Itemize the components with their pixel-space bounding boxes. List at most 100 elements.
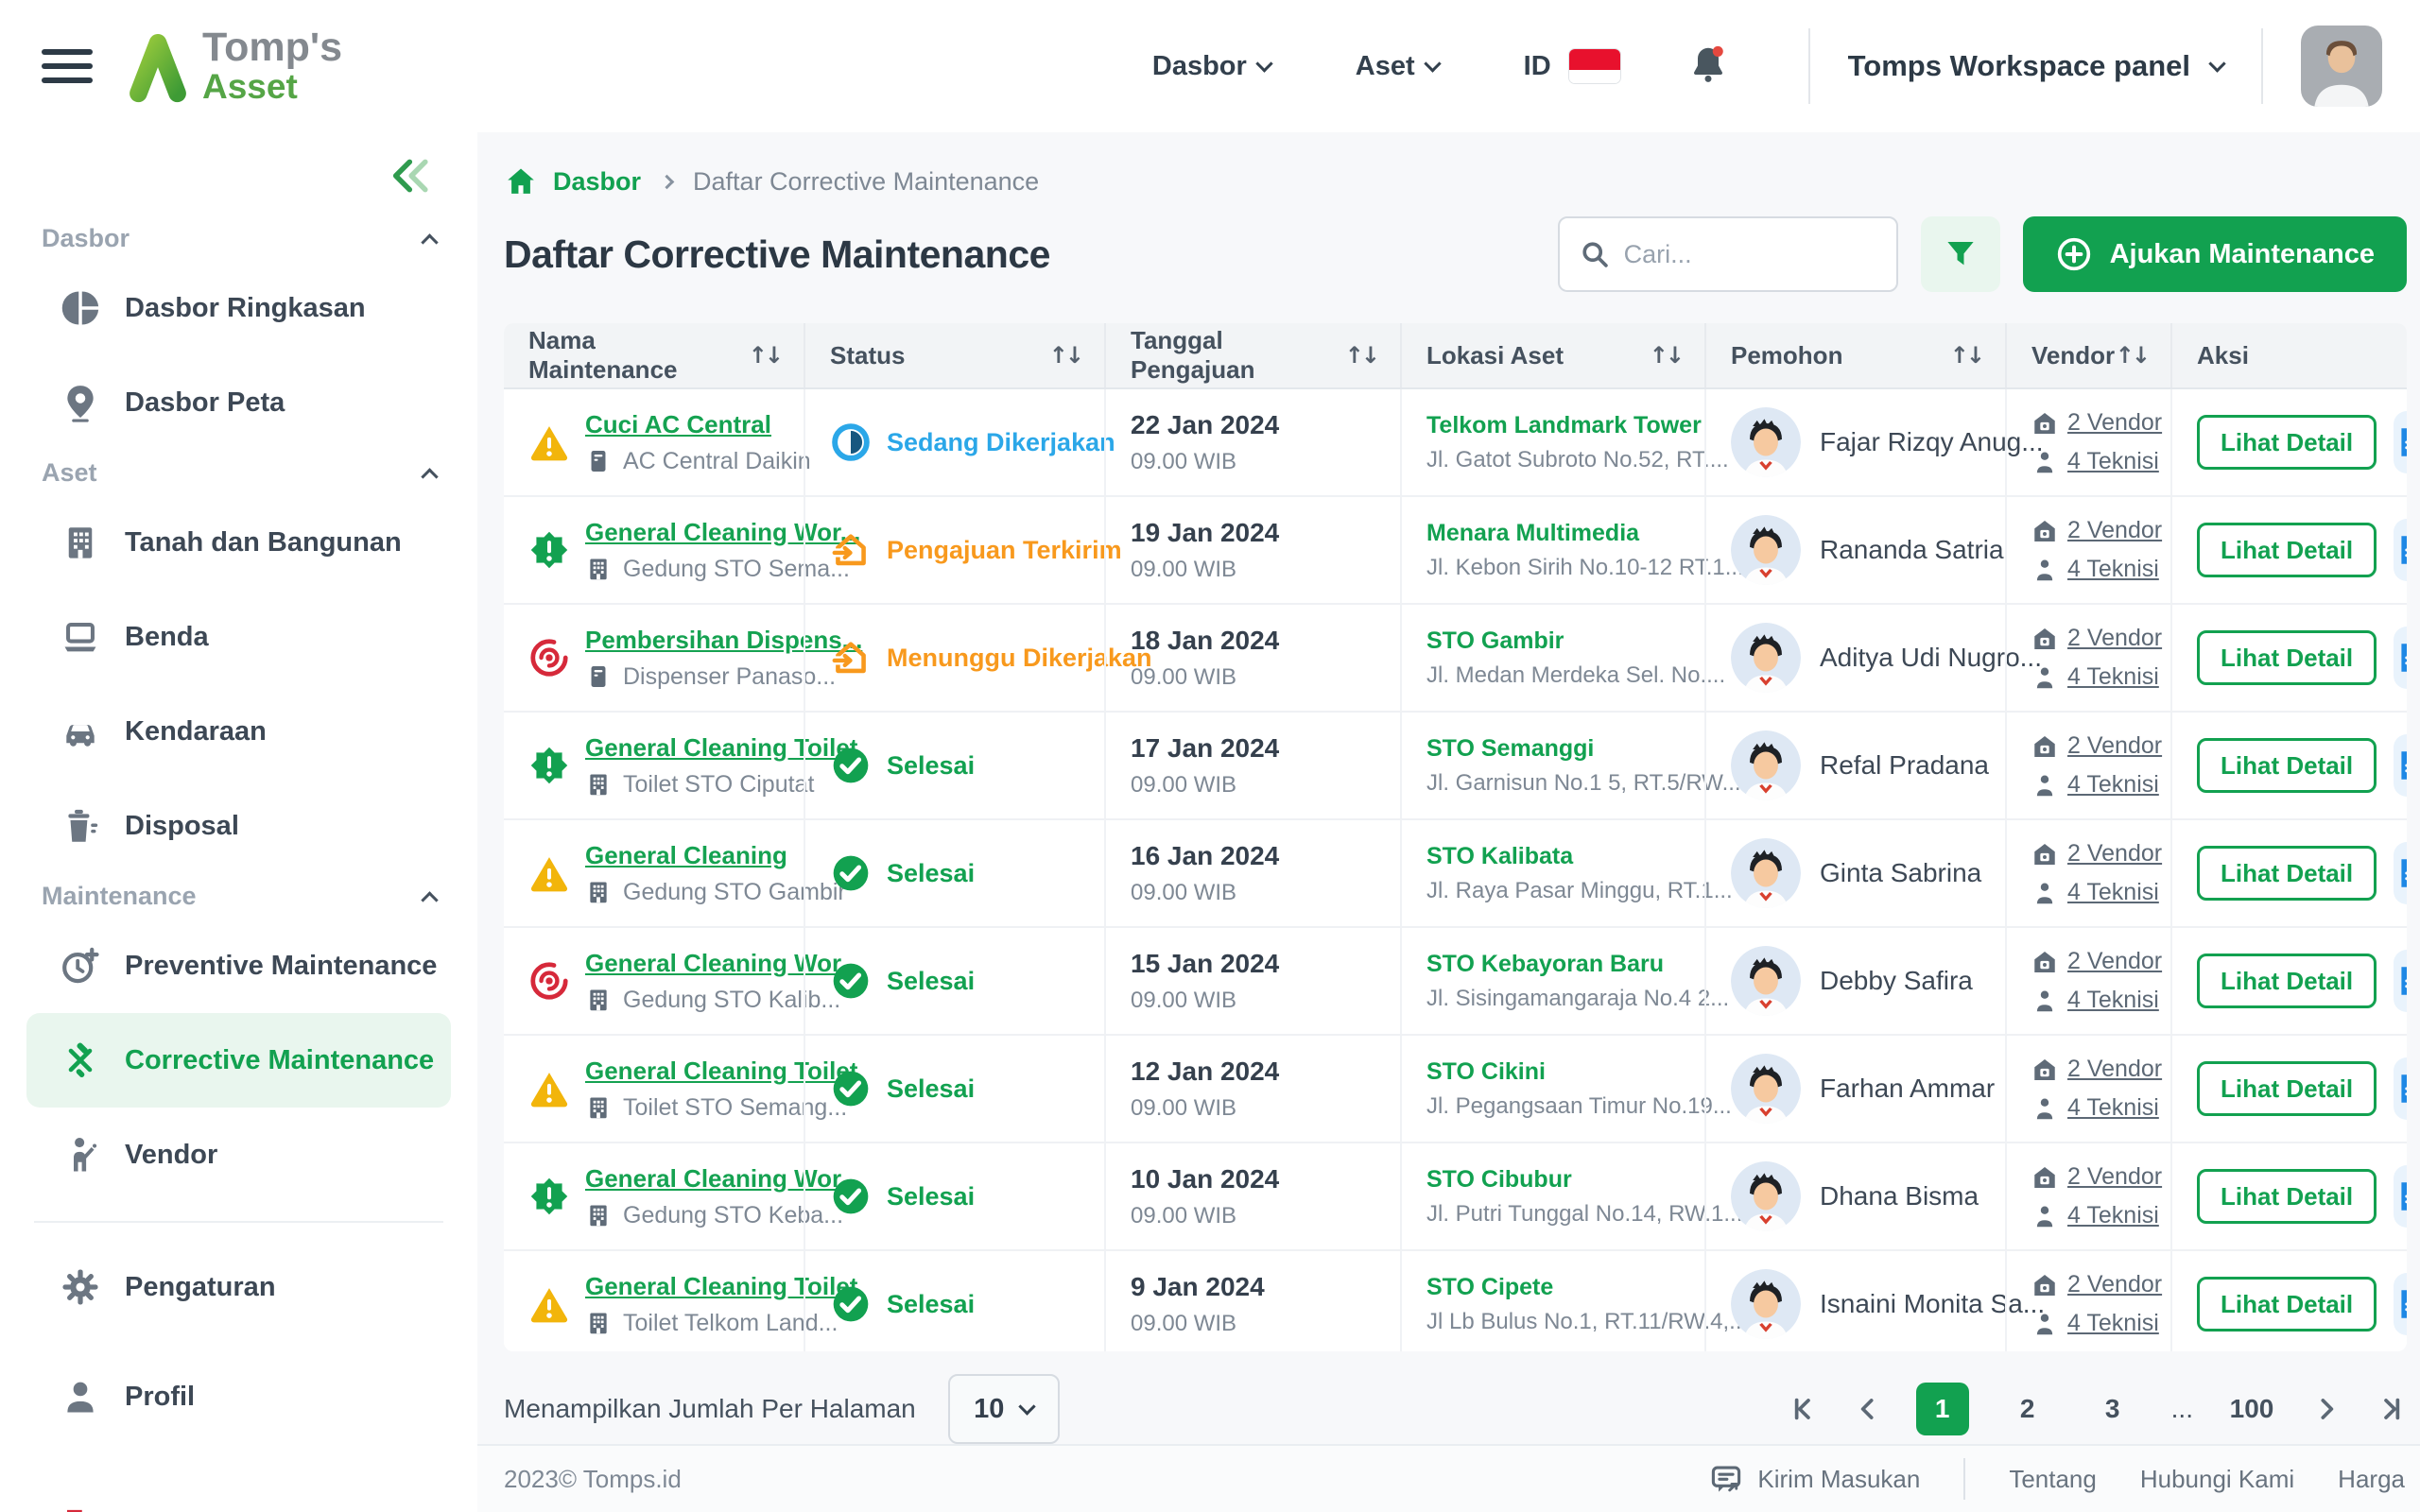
sidebar-item-vendor[interactable]: Vendor (0, 1108, 477, 1202)
hubungi-kami-link[interactable]: Hubungi Kami (2139, 1464, 2295, 1493)
sidebar-item-dasbor-ringkasan[interactable]: Dasbor Ringkasan (0, 261, 477, 355)
technician-count-link[interactable]: 4 Teknisi (2067, 556, 2159, 582)
maintenance-name-link[interactable]: Pembersihan Dispens... (585, 625, 863, 654)
chevron-up-icon[interactable] (421, 467, 439, 486)
sidebar-item-pengaturan[interactable]: Pengaturan (0, 1240, 477, 1334)
maintenance-name-link[interactable]: General Cleaning Wor... (585, 1163, 861, 1193)
lihat-detail-button[interactable]: Lihat Detail (2197, 523, 2377, 577)
sidebar-item-keluar[interactable]: Keluar (0, 1478, 477, 1512)
lihat-detail-button[interactable]: Lihat Detail (2197, 738, 2377, 793)
column-header-vendor[interactable]: Vendor ↑↓ (2005, 323, 2170, 387)
vendor-count-link[interactable]: 2 Vendor (2067, 1163, 2163, 1190)
sidebar-item-benda[interactable]: Benda (0, 590, 477, 684)
column-header-pemohon[interactable]: Pemohon ↑↓ (1704, 323, 2005, 387)
sort-icon[interactable]: ↑↓ (1344, 342, 1380, 369)
maintenance-name-link[interactable]: Cuci AC Central (585, 409, 771, 438)
document-button[interactable] (2394, 627, 2407, 689)
sidebar-item-corrective-maintenance[interactable]: Corrective Maintenance (26, 1013, 451, 1108)
document-button[interactable] (2394, 950, 2407, 1012)
page-button-1[interactable]: 1 (1915, 1383, 1969, 1436)
sort-icon[interactable]: ↑↓ (1649, 342, 1685, 369)
page-button-100[interactable]: 100 (2229, 1394, 2274, 1424)
chevron-up-icon[interactable] (421, 890, 439, 909)
technician-count-link[interactable]: 4 Teknisi (2067, 1202, 2159, 1228)
document-button[interactable] (2394, 519, 2407, 581)
sidebar-item-profil[interactable]: Profil (0, 1349, 477, 1444)
brand-logo[interactable]: Tomp's Asset (127, 26, 342, 106)
technician-count-link[interactable]: 4 Teknisi (2067, 1310, 2159, 1336)
notifications-button[interactable] (1687, 43, 1729, 90)
breadcrumb-home-link[interactable]: Dasbor (553, 166, 642, 196)
kirim-masukan-link[interactable]: Kirim Masukan (1710, 1463, 1920, 1495)
user-avatar[interactable] (2301, 26, 2382, 107)
vendor-count-link[interactable]: 2 Vendor (2067, 1056, 2163, 1082)
page-button-2[interactable]: 2 (2019, 1394, 2035, 1424)
sort-icon[interactable]: ↑↓ (748, 342, 784, 369)
harga-link[interactable]: Harga (2338, 1464, 2405, 1493)
maintenance-name-link[interactable]: General Cleaning Toilet (585, 1271, 858, 1300)
sidebar-item-preventive-maintenance[interactable]: Preventive Maintenance (0, 919, 477, 1013)
language-switcher[interactable]: ID (1524, 48, 1621, 84)
trash-icon (60, 806, 100, 846)
previous-page-button[interactable] (1852, 1393, 1884, 1425)
lihat-detail-button[interactable]: Lihat Detail (2197, 630, 2377, 685)
technician-count-link[interactable]: 4 Teknisi (2067, 1094, 2159, 1121)
vendor-count-link[interactable]: 2 Vendor (2067, 625, 2163, 651)
document-button[interactable] (2394, 734, 2407, 797)
tentang-link[interactable]: Tentang (2009, 1464, 2097, 1493)
lihat-detail-button[interactable]: Lihat Detail (2197, 846, 2377, 901)
sort-icon[interactable]: ↑↓ (2115, 342, 2151, 369)
lihat-detail-button[interactable]: Lihat Detail (2197, 1169, 2377, 1224)
vendor-count-link[interactable]: 2 Vendor (2067, 732, 2163, 759)
filter-button[interactable] (1920, 216, 2000, 292)
technician-count-link[interactable]: 4 Teknisi (2067, 448, 2159, 474)
vendor-count-link[interactable]: 2 Vendor (2067, 409, 2163, 436)
technician-count-link[interactable]: 4 Teknisi (2067, 771, 2159, 798)
lihat-detail-button[interactable]: Lihat Detail (2197, 1061, 2377, 1116)
lihat-detail-button[interactable]: Lihat Detail (2197, 415, 2377, 470)
vendor-count-link[interactable]: 2 Vendor (2067, 840, 2163, 867)
maintenance-name-link[interactable]: General Cleaning Toilet (585, 1056, 858, 1085)
document-button[interactable] (2394, 411, 2407, 473)
ajukan-maintenance-button[interactable]: Ajukan Maintenance (2022, 216, 2407, 292)
technician-count-link[interactable]: 4 Teknisi (2067, 663, 2159, 690)
column-header-tanggal-pengajuan[interactable]: Tanggal Pengajuan ↑↓ (1104, 323, 1400, 387)
nav-aset[interactable]: Aset (1356, 51, 1442, 82)
maintenance-name-link[interactable]: General Cleaning Wor... (585, 517, 861, 546)
next-page-button[interactable] (2310, 1393, 2342, 1425)
vendor-count-link[interactable]: 2 Vendor (2067, 1271, 2163, 1297)
sidebar-item-tanah-dan-bangunan[interactable]: Tanah dan Bangunan (0, 495, 477, 590)
location-name: STO Gambir (1426, 627, 1564, 654)
per-page-select[interactable]: 10 (947, 1374, 1060, 1445)
search-input[interactable] (1623, 239, 1877, 269)
sidebar-collapse-button[interactable] (387, 155, 440, 197)
maintenance-name-link[interactable]: General Cleaning Toilet (585, 732, 858, 762)
sidebar-item-disposal[interactable]: Disposal (0, 779, 477, 873)
workspace-selector[interactable]: Tomps Workspace panel (1848, 49, 2226, 83)
sidebar-item-kendaraan[interactable]: Kendaraan (0, 684, 477, 779)
vendor-count-link[interactable]: 2 Vendor (2067, 517, 2163, 543)
page-button-3[interactable]: 3 (2104, 1394, 2120, 1424)
technician-count-link[interactable]: 4 Teknisi (2067, 879, 2159, 905)
chevron-up-icon[interactable] (421, 232, 439, 251)
document-button[interactable] (2394, 1165, 2407, 1228)
vendor-count-link[interactable]: 2 Vendor (2067, 948, 2163, 974)
hamburger-menu-icon[interactable] (42, 49, 93, 83)
lihat-detail-button[interactable]: Lihat Detail (2197, 1277, 2377, 1332)
technician-count-link[interactable]: 4 Teknisi (2067, 987, 2159, 1013)
sort-icon[interactable]: ↑↓ (1949, 342, 1985, 369)
document-button[interactable] (2394, 842, 2407, 904)
maintenance-name-link[interactable]: General Cleaning Wor... (585, 948, 861, 977)
column-header-status[interactable]: Status ↑↓ (804, 323, 1104, 387)
document-button[interactable] (2394, 1273, 2407, 1335)
nav-dasbor[interactable]: Dasbor (1152, 51, 1273, 82)
sort-icon[interactable]: ↑↓ (1048, 342, 1084, 369)
document-button[interactable] (2394, 1057, 2407, 1120)
last-page-button[interactable] (2375, 1393, 2407, 1425)
first-page-button[interactable] (1788, 1393, 1820, 1425)
sidebar-item-dasbor-peta[interactable]: Dasbor Peta (0, 355, 477, 450)
maintenance-name-link[interactable]: General Cleaning (585, 840, 787, 869)
column-header-lokasi-aset[interactable]: Lokasi Aset ↑↓ (1400, 323, 1704, 387)
lihat-detail-button[interactable]: Lihat Detail (2197, 954, 2377, 1008)
column-header-nama-maintenance[interactable]: Nama Maintenance ↑↓ (504, 323, 804, 387)
